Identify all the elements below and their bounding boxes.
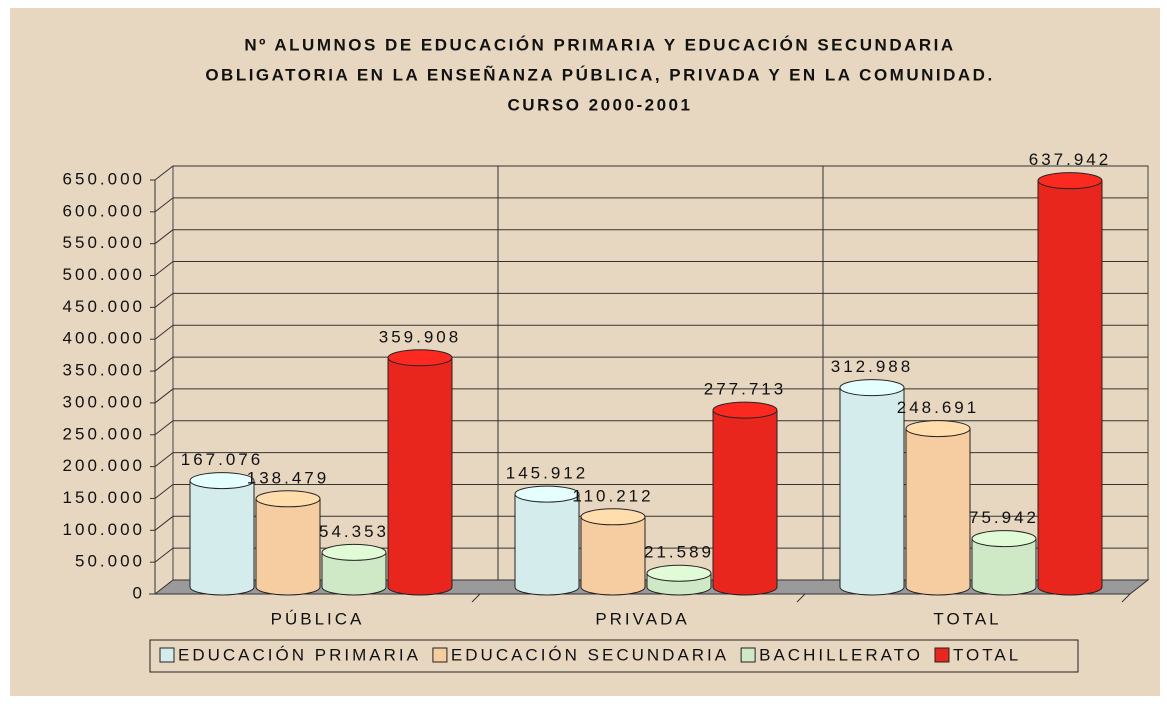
y-tick-label: 550.000	[63, 233, 145, 252]
x-tick-label: TOTAL	[933, 609, 1001, 628]
grid-edge	[154, 484, 174, 499]
y-tick-label: 350.000	[63, 361, 145, 380]
grid-edge	[154, 515, 174, 531]
bar-top	[387, 349, 453, 367]
value-label: 248.691	[897, 398, 979, 417]
chart-title: OBLIGATORIA EN LA ENSEÑANZA PÚBLICA, PRI…	[205, 64, 994, 84]
x-tick	[1121, 593, 1131, 603]
grid-edge	[154, 165, 174, 181]
chart-title: CURSO 2000-2001	[508, 95, 693, 114]
grid-edge	[154, 229, 174, 245]
chart-title: Nº ALUMNOS DE EDUCACIÓN PRIMARIA Y EDUCA…	[244, 35, 955, 54]
bar-top	[646, 564, 712, 582]
x-tick	[796, 593, 806, 603]
bar	[712, 409, 778, 596]
bar-top	[839, 379, 905, 397]
grid-edge	[154, 452, 174, 468]
bar	[580, 516, 646, 596]
value-label: 359.908	[379, 327, 461, 346]
bar	[839, 387, 905, 596]
grid-edge	[154, 420, 174, 436]
legend-box	[149, 639, 1079, 673]
y-tick-label: 450.000	[63, 297, 145, 316]
y-tick-label: 300.000	[63, 392, 145, 411]
bar-top	[580, 508, 646, 526]
legend-label: TOTAL	[953, 645, 1021, 664]
grid-edge	[154, 324, 174, 340]
value-label: 277.713	[704, 380, 786, 399]
legend-label: EDUCACIÓN SECUNDARIA	[451, 645, 729, 664]
bar	[1037, 180, 1103, 596]
bar-top	[905, 420, 971, 438]
legend-label: BACHILLERATO	[759, 645, 923, 664]
bar	[514, 493, 580, 596]
grid-edge	[154, 197, 174, 213]
value-label: 54.353	[319, 522, 389, 541]
bar	[971, 538, 1037, 596]
y-tick-label: 250.000	[63, 424, 145, 443]
y-tick-label: 50.000	[75, 552, 145, 571]
value-label: 637.942	[1029, 150, 1111, 169]
y-tick-label: 600.000	[63, 201, 145, 220]
y-tick-label: 500.000	[63, 265, 145, 284]
y-tick-label: 0	[133, 583, 145, 602]
grid-edge	[154, 292, 174, 308]
x-tick-label: PÚBLICA	[271, 609, 365, 628]
legend-swatch	[159, 647, 175, 663]
bar	[321, 551, 387, 596]
value-label: 110.212	[572, 486, 653, 505]
y-tick-label: 150.000	[63, 488, 145, 507]
bar-top	[255, 490, 321, 508]
grid-edge	[154, 261, 174, 276]
bar	[255, 498, 321, 596]
bar-top	[189, 472, 255, 490]
y-tick-label: 650.000	[63, 169, 145, 188]
value-label: 312.988	[831, 357, 913, 376]
x-tick-label: PRIVADA	[595, 609, 689, 628]
bar-top	[712, 401, 778, 419]
bar-top	[1037, 172, 1103, 190]
legend-swatch	[740, 647, 756, 663]
value-label: 138.479	[247, 468, 329, 487]
value-label: 75.942	[969, 508, 1039, 527]
bar	[189, 480, 255, 596]
legend-label: EDUCACIÓN PRIMARIA	[178, 645, 421, 664]
grid-edge	[154, 388, 174, 404]
value-label: 145.912	[506, 464, 588, 483]
bar-top	[321, 543, 387, 561]
legend-swatch	[934, 647, 950, 663]
bar-top	[971, 530, 1037, 548]
bar-top	[514, 485, 580, 503]
grid-edge	[154, 547, 174, 563]
legend-swatch	[432, 647, 448, 663]
x-tick	[471, 593, 481, 603]
grid-edge	[154, 356, 174, 372]
bar	[905, 428, 971, 596]
value-label: 21.589	[644, 543, 714, 562]
y-tick-label: 400.000	[63, 329, 145, 348]
y-tick-label: 100.000	[63, 520, 145, 539]
y-tick-label: 200.000	[63, 456, 145, 475]
value-label: 167.076	[181, 450, 263, 469]
bar	[387, 357, 453, 596]
